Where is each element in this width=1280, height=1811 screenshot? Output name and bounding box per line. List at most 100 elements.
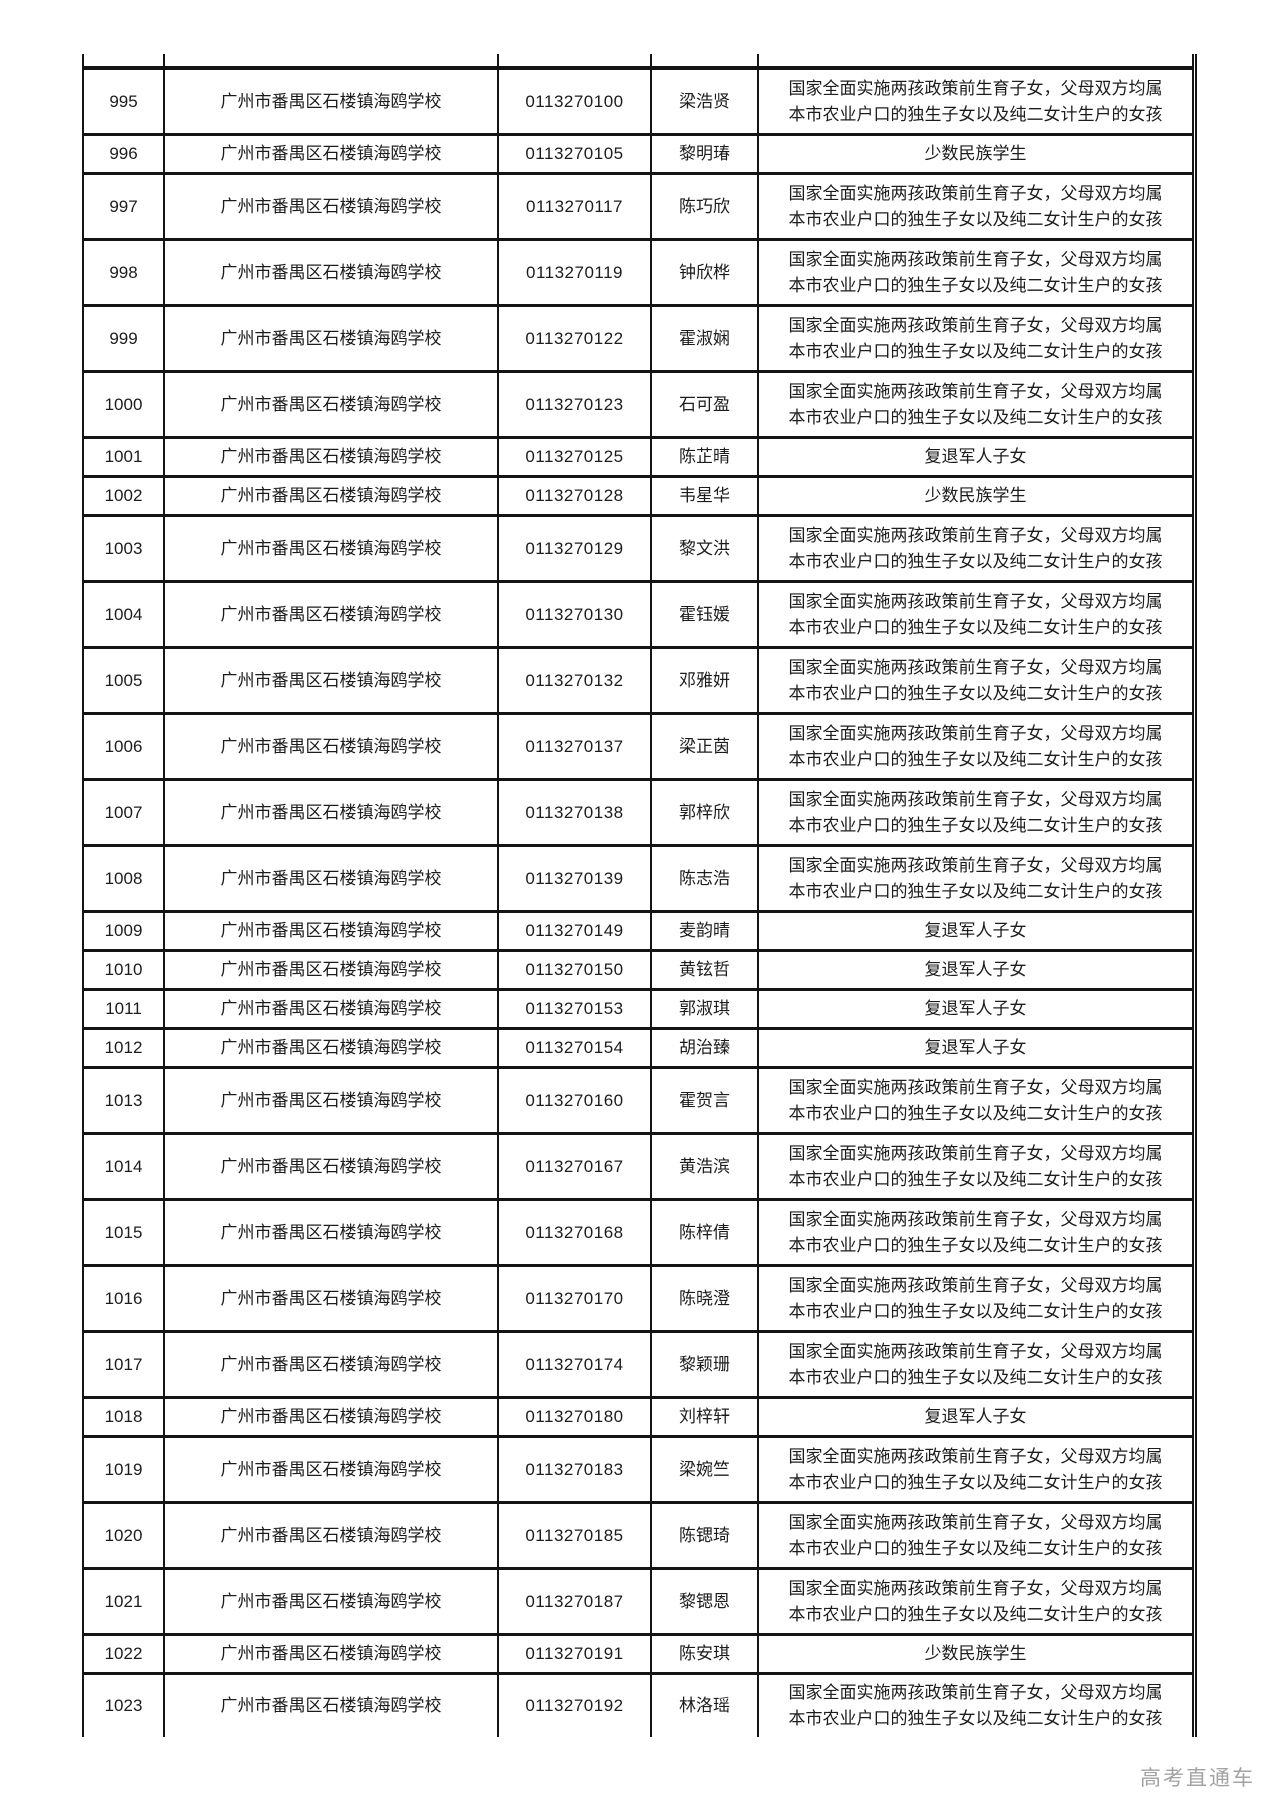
school-name: 广州市番禺区石楼镇海鸥学校: [165, 1267, 499, 1330]
exam-id: 0113270170: [499, 1267, 652, 1330]
school-name: 广州市番禺区石楼镇海鸥学校: [165, 307, 499, 370]
stub-cell: [652, 54, 759, 66]
student-name: 郭梓欣: [652, 781, 759, 844]
table-row: 1001 广州市番禺区石楼镇海鸥学校 0113270125 陈芷晴 复退军人子女: [84, 439, 1192, 478]
student-name: 陈志浩: [652, 847, 759, 910]
exam-id: 0113270100: [499, 70, 652, 133]
row-number: 1014: [84, 1135, 165, 1198]
exam-id: 0113270138: [499, 781, 652, 844]
student-name: 霍淑娴: [652, 307, 759, 370]
school-name: 广州市番禺区石楼镇海鸥学校: [165, 175, 499, 238]
student-name: 韦星华: [652, 478, 759, 514]
category-text: 国家全面实施两孩政策前生育子女，父母双方均属 本市农业户口的独生子女以及纯二女计…: [788, 78, 1163, 124]
student-policy-table: 995 广州市番禺区石楼镇海鸥学校 0113270100 梁浩贤 国家全面实施两孩政策前…: [82, 54, 1197, 1737]
table-row: 1007 广州市番禺区石楼镇海鸥学校 0113270138 郭梓欣 国家全面实施两孩政策…: [84, 781, 1192, 847]
category-text: 少数民族学生: [924, 486, 1027, 505]
school-name: 广州市番禺区石楼镇海鸥学校: [165, 70, 499, 133]
row-number: 999: [84, 307, 165, 370]
table-row: 1003 广州市番禺区石楼镇海鸥学校 0113270129 黎文洪 国家全面实施两孩政策…: [84, 517, 1192, 583]
school-name: 广州市番禺区石楼镇海鸥学校: [165, 847, 499, 910]
exam-id: 0113270185: [499, 1504, 652, 1567]
school-name: 广州市番禺区石楼镇海鸥学校: [165, 517, 499, 580]
category-text: 国家全面实施两孩政策前生育子女，父母双方均属 本市农业户口的独生子女以及纯二女计…: [788, 1275, 1163, 1321]
exam-id: 0113270183: [499, 1438, 652, 1501]
exam-id: 0113270132: [499, 649, 652, 712]
category-text: 国家全面实施两孩政策前生育子女，父母双方均属 本市农业户口的独生子女以及纯二女计…: [788, 1341, 1163, 1387]
exam-id: 0113270125: [499, 439, 652, 475]
exam-id: 0113270154: [499, 1030, 652, 1066]
school-name: 广州市番禺区石楼镇海鸥学校: [165, 649, 499, 712]
row-number: 1017: [84, 1333, 165, 1396]
school-name: 广州市番禺区石楼镇海鸥学校: [165, 991, 499, 1027]
category-text: 国家全面实施两孩政策前生育子女，父母双方均属 本市农业户口的独生子女以及纯二女计…: [788, 723, 1163, 769]
category-text: 复退军人子女: [924, 1038, 1027, 1057]
table-row: 1002 广州市番禺区石楼镇海鸥学校 0113270128 韦星华 少数民族学生: [84, 478, 1192, 517]
category-text: 复退军人子女: [924, 447, 1027, 466]
category-text: 复退军人子女: [924, 1407, 1027, 1426]
student-name: 黎文洪: [652, 517, 759, 580]
row-number: 1013: [84, 1069, 165, 1132]
student-name: 黎锶恩: [652, 1570, 759, 1633]
student-name: 钟欣桦: [652, 241, 759, 304]
student-name: 林洛瑶: [652, 1675, 759, 1737]
exam-id: 0113270105: [499, 136, 652, 172]
row-number: 1018: [84, 1399, 165, 1435]
exam-id: 0113270191: [499, 1636, 652, 1672]
table-row: 1022 广州市番禺区石楼镇海鸥学校 0113270191 陈安琪 少数民族学生: [84, 1636, 1192, 1675]
exam-id: 0113270153: [499, 991, 652, 1027]
student-name: 黄浩滨: [652, 1135, 759, 1198]
category-text: 复退军人子女: [924, 960, 1027, 979]
table-row: 1008 广州市番禺区石楼镇海鸥学校 0113270139 陈志浩 国家全面实施两孩政策…: [84, 847, 1192, 913]
row-number: 996: [84, 136, 165, 172]
student-name: 霍钰媛: [652, 583, 759, 646]
student-name: 郭淑琪: [652, 991, 759, 1027]
row-number: 1020: [84, 1504, 165, 1567]
row-number: 1007: [84, 781, 165, 844]
category-text: 国家全面实施两孩政策前生育子女，父母双方均属 本市农业户口的独生子女以及纯二女计…: [788, 249, 1163, 295]
student-name: 陈晓澄: [652, 1267, 759, 1330]
exam-id: 0113270149: [499, 913, 652, 949]
row-number: 1010: [84, 952, 165, 988]
category-text: 国家全面实施两孩政策前生育子女，父母双方均属 本市农业户口的独生子女以及纯二女计…: [788, 315, 1163, 361]
student-name: 霍贺言: [652, 1069, 759, 1132]
student-name: 邓雅妍: [652, 649, 759, 712]
exam-id: 0113270139: [499, 847, 652, 910]
school-name: 广州市番禺区石楼镇海鸥学校: [165, 952, 499, 988]
student-name: 刘梓轩: [652, 1399, 759, 1435]
student-name: 陈锶琦: [652, 1504, 759, 1567]
school-name: 广州市番禺区石楼镇海鸥学校: [165, 373, 499, 436]
exam-id: 0113270168: [499, 1201, 652, 1264]
school-name: 广州市番禺区石楼镇海鸥学校: [165, 439, 499, 475]
table-row: 1004 广州市番禺区石楼镇海鸥学校 0113270130 霍钰媛 国家全面实施两孩政策…: [84, 583, 1192, 649]
row-number: 1016: [84, 1267, 165, 1330]
category-text: 国家全面实施两孩政策前生育子女，父母双方均属 本市农业户口的独生子女以及纯二女计…: [788, 1512, 1163, 1558]
stub-cell: [499, 54, 652, 66]
exam-id: 0113270130: [499, 583, 652, 646]
category-text: 复退军人子女: [924, 999, 1027, 1018]
school-name: 广州市番禺区石楼镇海鸥学校: [165, 1333, 499, 1396]
school-name: 广州市番禺区石楼镇海鸥学校: [165, 913, 499, 949]
table-row: 1013 广州市番禺区石楼镇海鸥学校 0113270160 霍贺言 国家全面实施两孩政策…: [84, 1069, 1192, 1135]
table-row: 998 广州市番禺区石楼镇海鸥学校 0113270119 钟欣桦 国家全面实施两孩政策前…: [84, 241, 1192, 307]
row-number: 1002: [84, 478, 165, 514]
table-row: 996 广州市番禺区石楼镇海鸥学校 0113270105 黎明瑃 少数民族学生: [84, 136, 1192, 175]
row-number: 1004: [84, 583, 165, 646]
row-number: 1008: [84, 847, 165, 910]
school-name: 广州市番禺区石楼镇海鸥学校: [165, 1069, 499, 1132]
exam-id: 0113270192: [499, 1675, 652, 1737]
table-row: 1005 广州市番禺区石楼镇海鸥学校 0113270132 邓雅妍 国家全面实施两孩政策…: [84, 649, 1192, 715]
table-row: 995 广州市番禺区石楼镇海鸥学校 0113270100 梁浩贤 国家全面实施两孩政策前…: [84, 70, 1192, 136]
exam-id: 0113270119: [499, 241, 652, 304]
row-number: 1001: [84, 439, 165, 475]
category-text: 复退军人子女: [924, 921, 1027, 940]
row-number: 997: [84, 175, 165, 238]
row-number: 1023: [84, 1675, 165, 1737]
table-row: 1018 广州市番禺区石楼镇海鸥学校 0113270180 刘梓轩 复退军人子女: [84, 1399, 1192, 1438]
table-row: 1015 广州市番禺区石楼镇海鸥学校 0113270168 陈梓倩 国家全面实施两孩政策…: [84, 1201, 1192, 1267]
student-name: 黄铉哲: [652, 952, 759, 988]
student-name: 石可盈: [652, 373, 759, 436]
table-top-cut-row: [84, 54, 1192, 70]
stub-cell: [84, 54, 165, 66]
table-body: 995 广州市番禺区石楼镇海鸥学校 0113270100 梁浩贤 国家全面实施两孩政策前…: [84, 70, 1192, 1737]
category-text: 国家全面实施两孩政策前生育子女，父母双方均属 本市农业户口的独生子女以及纯二女计…: [788, 855, 1163, 901]
